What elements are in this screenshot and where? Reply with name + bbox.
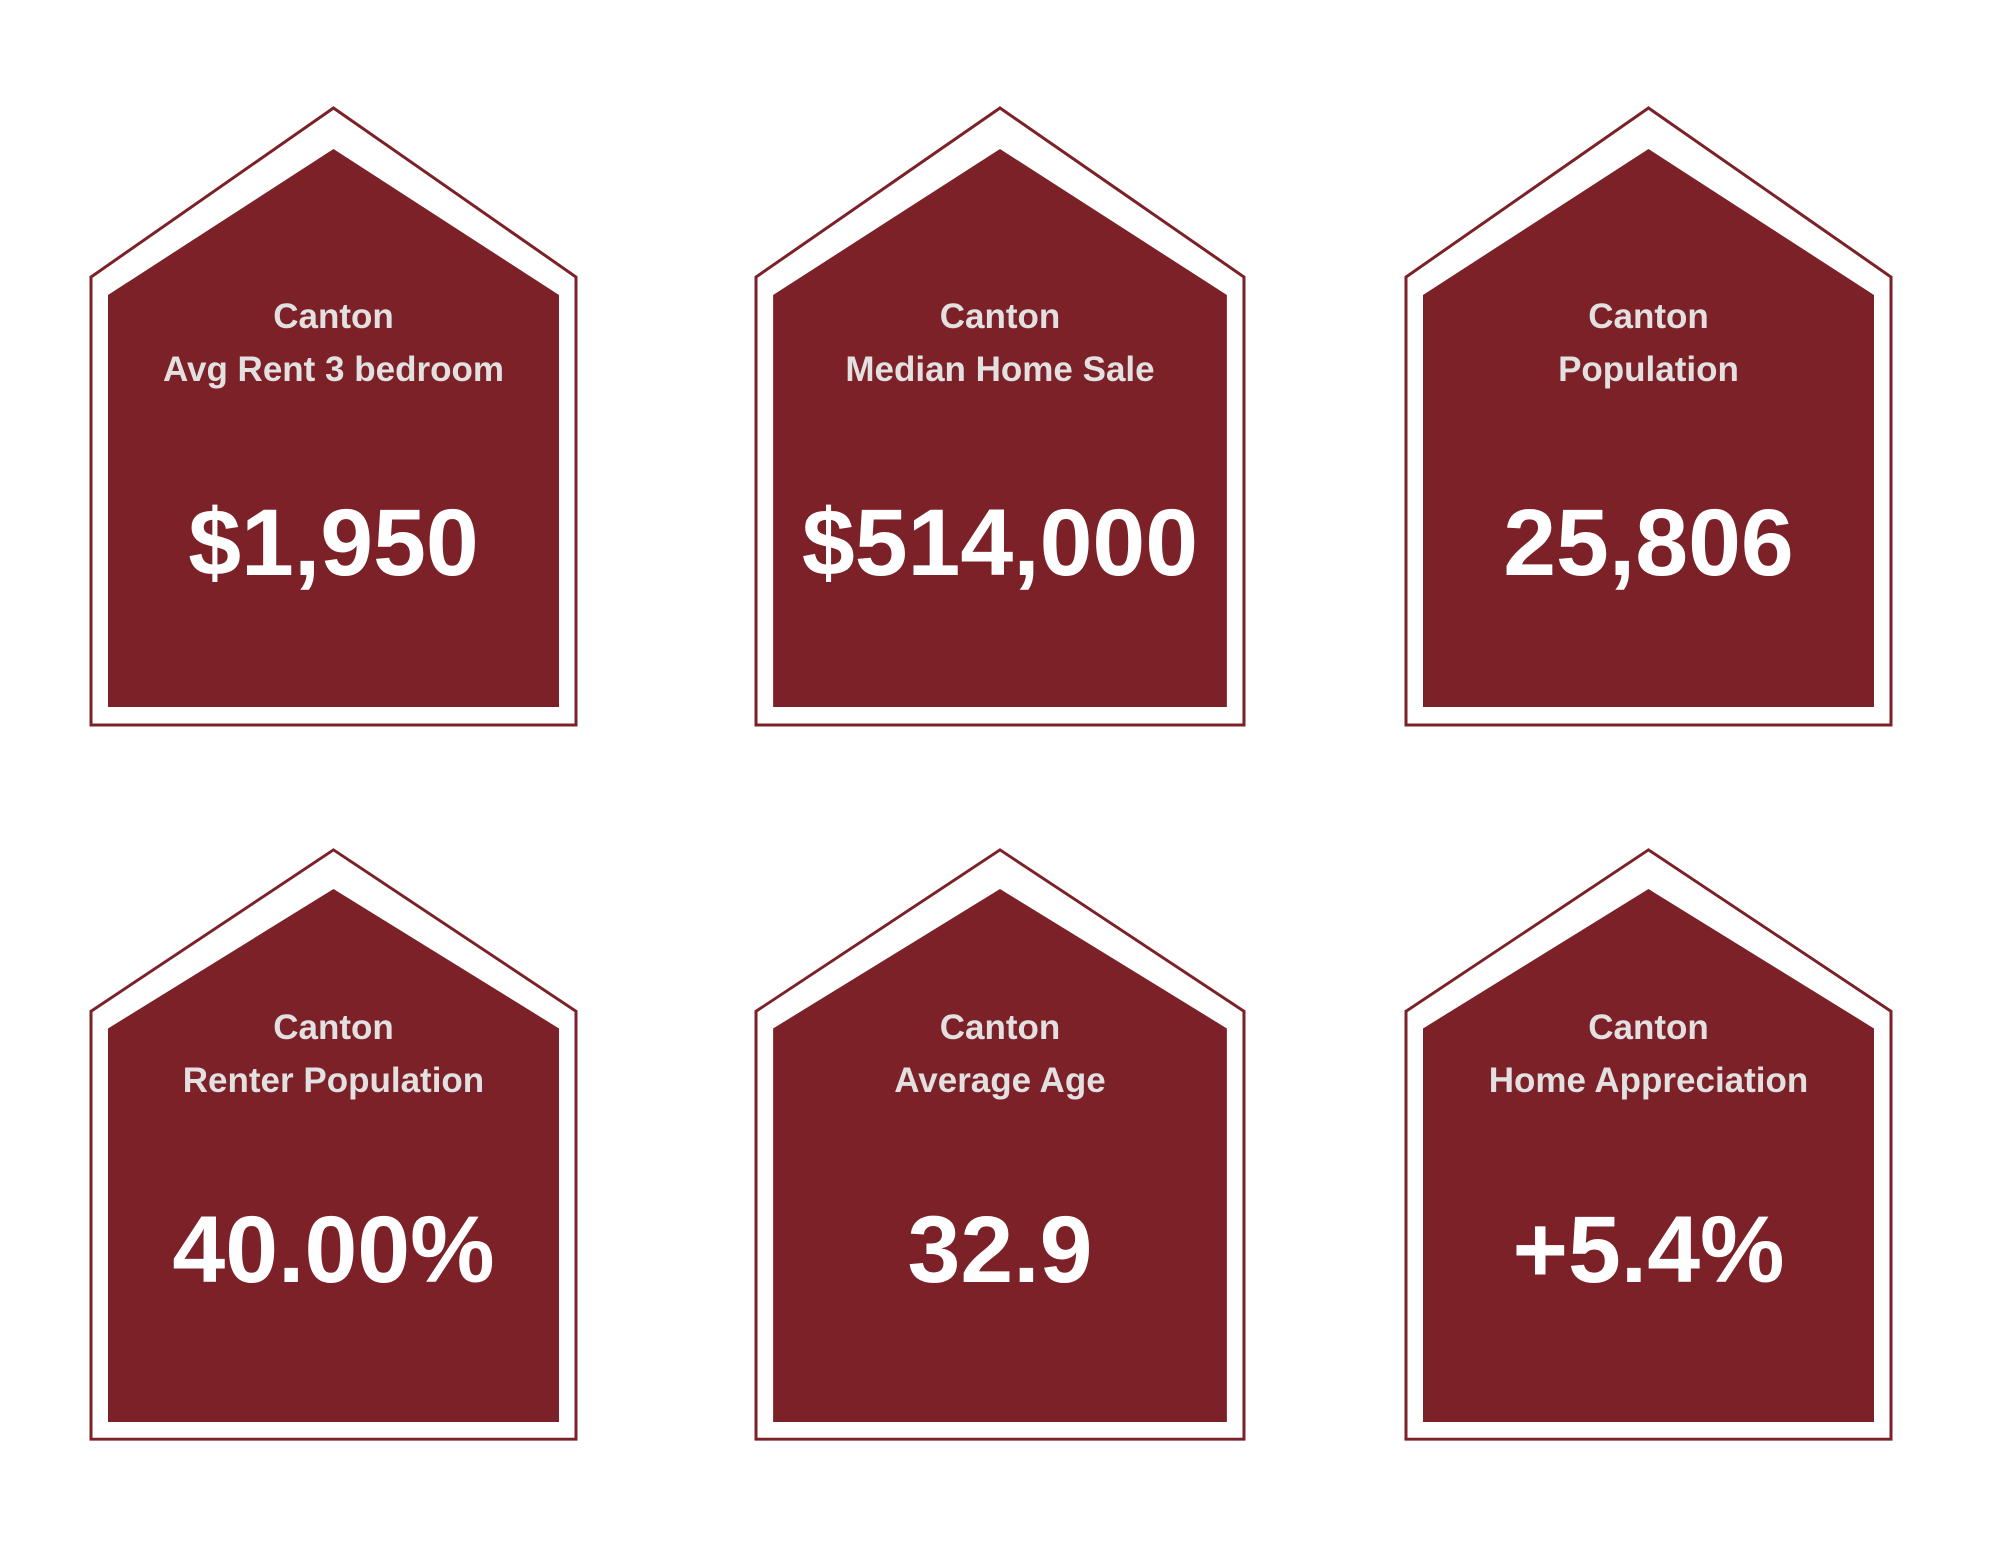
stat-value: 32.9 [907, 1197, 1093, 1303]
house-outline-path [89, 106, 578, 727]
stat-card-home-appreciation: Canton Home Appreciation +5.4% [1403, 847, 1894, 1442]
house-outline-path [1404, 106, 1893, 727]
stat-title-line1: Canton [273, 1008, 394, 1047]
stat-title: Canton Population [1432, 290, 1864, 396]
stat-title: Canton Median Home Sale [783, 290, 1218, 396]
stat-title: Canton Avg Rent 3 bedroom [117, 290, 549, 396]
house-shape [89, 848, 578, 1441]
stat-title-line1: Canton [939, 297, 1061, 336]
stat-title-line2: Renter Population [182, 1061, 485, 1100]
stat-title-line1: Canton [1588, 297, 1709, 336]
house-shape [1404, 848, 1893, 1441]
house-shape [754, 106, 1246, 727]
house-shape [89, 106, 578, 727]
stat-title: Canton Average Age [783, 1001, 1218, 1107]
stat-title-line2: Average Age [894, 1061, 1106, 1100]
stat-title-line2: Population [1558, 350, 1739, 389]
house-fill-path [1423, 149, 1874, 707]
stat-title-line2: Avg Rent 3 bedroom [163, 350, 504, 389]
house-outline-path [1404, 848, 1893, 1441]
house-outline-path [89, 848, 578, 1441]
stat-title: Canton Home Appreciation [1432, 1001, 1864, 1107]
house-fill-path [773, 889, 1227, 1422]
stat-value: +5.4% [1512, 1197, 1785, 1303]
stat-value: 40.00% [172, 1197, 495, 1303]
stat-title: Canton Renter Population [117, 1001, 549, 1107]
stat-title-line1: Canton [939, 1008, 1061, 1047]
house-fill-path [108, 889, 559, 1422]
house-shape [1404, 106, 1893, 727]
house-fill-path [1423, 889, 1874, 1422]
house-fill-path [108, 149, 559, 707]
stat-card-median-home-sale: Canton Median Home Sale $514,000 [753, 105, 1247, 728]
stat-title-line1: Canton [273, 297, 394, 336]
house-outline-path [754, 848, 1246, 1441]
stat-title-line1: Canton [1588, 1008, 1709, 1047]
stat-card-renter-population: Canton Renter Population 40.00% [88, 847, 579, 1442]
stat-card-average-age: Canton Average Age 32.9 [753, 847, 1247, 1442]
stat-value: $1,950 [188, 490, 479, 596]
stat-title-line2: Home Appreciation [1488, 1061, 1809, 1100]
house-shape [754, 848, 1246, 1441]
stat-value: 25,806 [1503, 490, 1794, 596]
stat-card-population: Canton Population 25,806 [1403, 105, 1894, 728]
stat-title-line2: Median Home Sale [845, 350, 1155, 389]
house-fill-path [773, 149, 1227, 707]
stat-card-avg-rent-3-bedroom: Canton Avg Rent 3 bedroom $1,950 [88, 105, 579, 728]
stat-value: $514,000 [801, 490, 1199, 596]
house-outline-path [754, 106, 1246, 727]
